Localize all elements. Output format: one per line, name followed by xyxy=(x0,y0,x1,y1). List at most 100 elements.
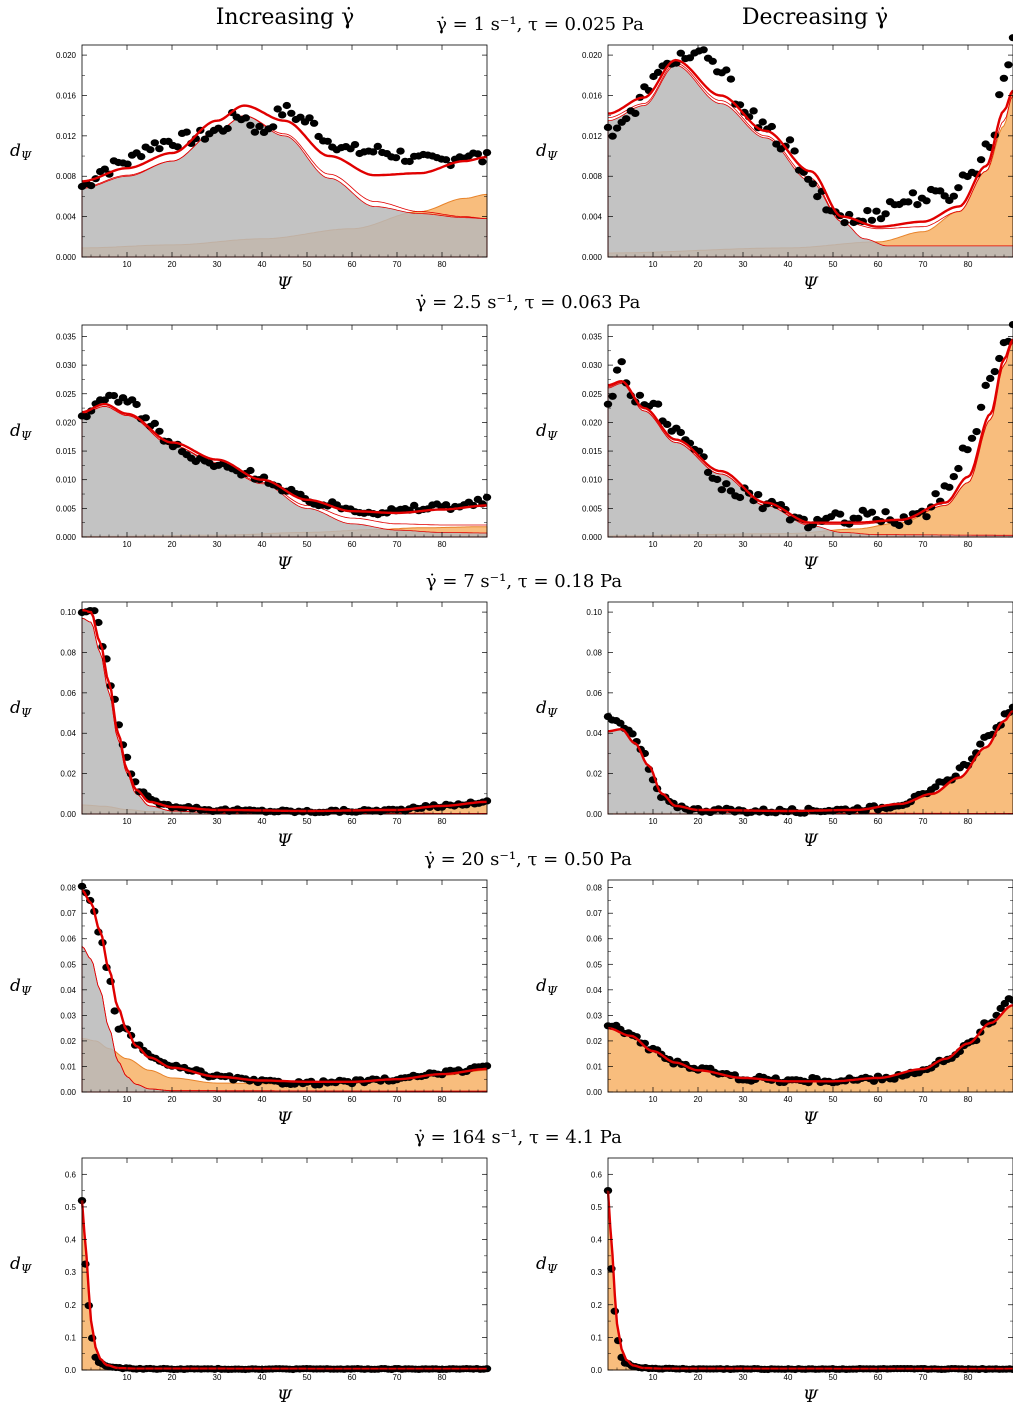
panel-1-left: 10 20 30 40 50 60 70 80 0.000 0.005 0.010 0.015 0.02… xyxy=(10,324,492,574)
y-tick-label: 0.08 xyxy=(586,884,602,893)
data-point xyxy=(110,1007,119,1015)
panel-3-left: 10 20 30 40 50 60 70 80 0.00 0.01 0.02 0.03 0.04 0.05… xyxy=(10,879,492,1129)
y-axis-label: dΨ xyxy=(536,421,558,443)
x-tick-label: 50 xyxy=(829,260,838,269)
fit-curve xyxy=(606,1190,1013,1371)
data-point xyxy=(323,137,332,145)
data-point xyxy=(628,730,637,738)
x-tick-label: 50 xyxy=(829,540,838,549)
x-tick-label: 40 xyxy=(258,1373,267,1382)
data-point xyxy=(876,215,886,223)
y-tick-label: 0.08 xyxy=(586,648,602,657)
data-point xyxy=(922,513,931,521)
x-tick-label: 20 xyxy=(168,1373,177,1382)
y-tick-label: 0.03 xyxy=(60,1011,76,1020)
y-tick-label: 0.06 xyxy=(586,689,602,698)
data-point xyxy=(250,128,260,136)
plot-frame xyxy=(81,879,488,1093)
x-axis-label: Ψ xyxy=(803,1387,819,1407)
x-tick-label: 10 xyxy=(123,540,132,549)
y-tick-label: 0.0 xyxy=(591,1366,603,1375)
y-tick-label: 0.015 xyxy=(582,447,603,456)
component-curve xyxy=(82,115,487,219)
y-tick-label: 0.07 xyxy=(60,909,76,918)
y-tick-label: 0.020 xyxy=(56,418,77,427)
y-axis-label-subscript: Ψ xyxy=(547,1262,558,1276)
y-tick-label: 0.1 xyxy=(591,1333,603,1342)
y-tick-label: 0.005 xyxy=(56,504,77,513)
data-point xyxy=(405,157,414,166)
data-point xyxy=(441,501,451,509)
x-tick-label: 10 xyxy=(649,540,658,549)
x-tick-label: 70 xyxy=(919,1373,928,1382)
data-point xyxy=(123,160,132,168)
x-tick-label: 70 xyxy=(919,1095,928,1104)
x-tick-label: 20 xyxy=(168,540,177,549)
orange-component-area xyxy=(81,1200,488,1371)
y-axis-label-subscript: Ψ xyxy=(21,149,32,163)
x-tick-label: 30 xyxy=(213,1373,222,1382)
data-point xyxy=(749,107,758,115)
fit-curve xyxy=(607,1004,1013,1083)
y-axis-label-subscript: Ψ xyxy=(547,706,558,720)
fit-curve xyxy=(607,710,1013,813)
y-tick-label: 0.06 xyxy=(60,935,76,944)
x-tick-label: 10 xyxy=(123,260,132,269)
x-tick-label: 80 xyxy=(438,1373,447,1382)
data-point xyxy=(913,201,922,209)
y-tick-label: 0.5 xyxy=(591,1203,603,1212)
plot-frame xyxy=(81,601,488,815)
y-axis-label: dΨ xyxy=(10,1254,32,1276)
y-tick-label: 0.020 xyxy=(582,51,603,60)
data-point xyxy=(685,54,695,62)
data-point xyxy=(976,403,986,411)
data-point xyxy=(949,192,958,200)
y-tick-label: 0.04 xyxy=(586,986,602,995)
data-point xyxy=(94,618,103,627)
y-tick-label: 0.020 xyxy=(582,418,603,427)
y-tick-label: 0.2 xyxy=(65,1301,77,1310)
panels-group: 10 20 30 40 50 60 70 800.0000.0040.0080.0120.01… xyxy=(10,34,1013,1407)
x-tick-label: 50 xyxy=(303,1095,312,1104)
x-axis-label: Ψ xyxy=(803,1109,819,1129)
data-point xyxy=(972,428,981,436)
x-tick-label: 30 xyxy=(739,817,748,826)
data-point xyxy=(1004,61,1013,69)
x-tick-label: 60 xyxy=(874,1095,883,1104)
data-point xyxy=(141,414,150,422)
data-point xyxy=(82,413,91,421)
panel-0-left: 10 20 30 40 50 60 70 80 0.000 0.004 0.008 0.012 0.01… xyxy=(10,44,492,294)
x-tick-label: 30 xyxy=(213,1095,222,1104)
data-point xyxy=(273,105,282,113)
data-point xyxy=(373,142,382,150)
x-tick-label: 80 xyxy=(438,1095,447,1104)
x-tick-label: 60 xyxy=(874,1373,883,1382)
x-tick-label: 30 xyxy=(739,260,748,269)
data-point xyxy=(246,466,255,475)
x-tick-label: 80 xyxy=(964,817,973,826)
data-point xyxy=(608,392,617,400)
y-tick-label: 0.3 xyxy=(591,1268,603,1277)
plot-frame xyxy=(607,324,1013,538)
x-tick-label: 60 xyxy=(348,817,357,826)
x-tick-label: 40 xyxy=(258,1095,267,1104)
x-tick-label: 80 xyxy=(964,1095,973,1104)
data-point xyxy=(653,68,663,76)
x-tick-label: 40 xyxy=(784,1095,793,1104)
x-tick-label: 10 xyxy=(123,1373,132,1382)
plot-frame xyxy=(81,1157,488,1371)
plot-frame xyxy=(607,44,1013,258)
data-point xyxy=(182,128,191,136)
y-axis-label: dΨ xyxy=(536,976,558,998)
y-tick-label: 0.4 xyxy=(65,1236,77,1245)
x-tick-label: 30 xyxy=(213,817,222,826)
x-tick-label: 40 xyxy=(258,817,267,826)
data-point xyxy=(840,219,849,227)
y-axis-label-subscript: Ψ xyxy=(547,149,558,163)
x-tick-label: 50 xyxy=(829,817,838,826)
x-tick-label: 20 xyxy=(168,1095,177,1104)
data-point xyxy=(410,501,419,509)
data-point xyxy=(305,114,314,122)
y-tick-label: 0.005 xyxy=(582,504,603,513)
